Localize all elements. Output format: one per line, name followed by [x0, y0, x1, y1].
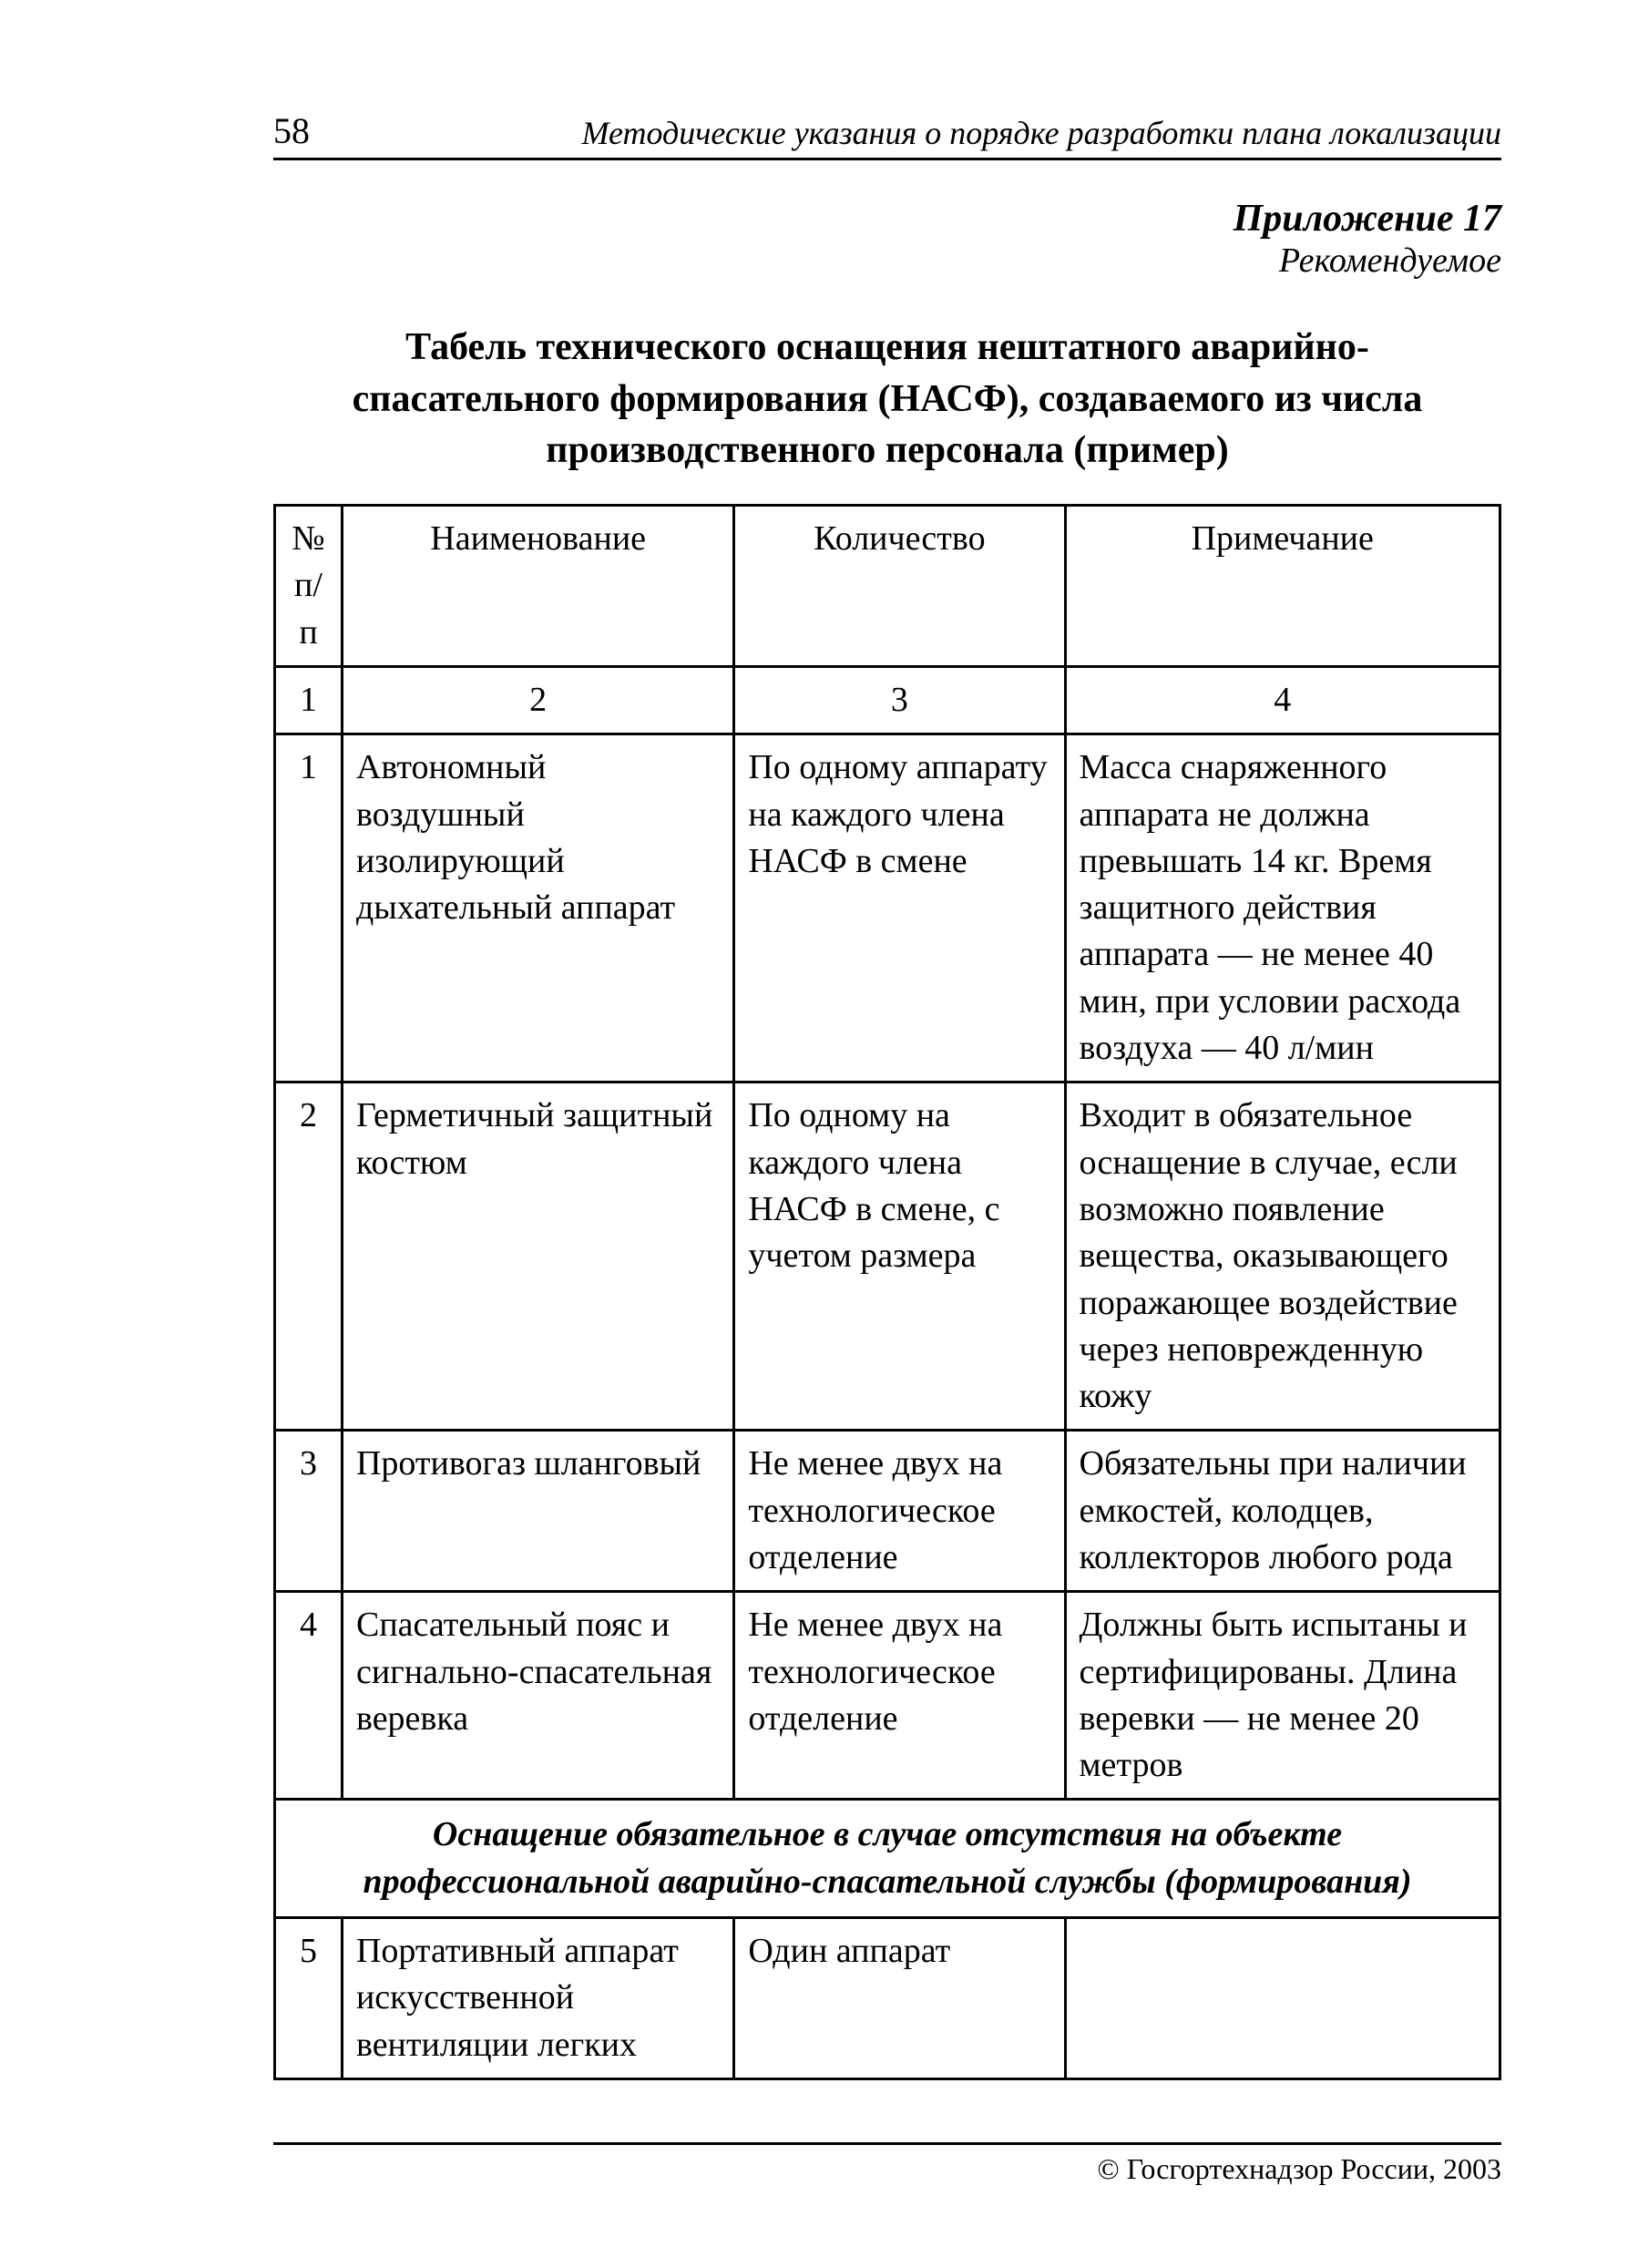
- table-row: 4 Спасательный пояс и сигнально-спасател…: [275, 1592, 1500, 1800]
- row-num: 1: [275, 734, 343, 1083]
- table-row: 3 Противогаз шланговый Не менее двух на …: [275, 1431, 1500, 1592]
- row-qty: Не менее двух на технологическое отделен…: [734, 1431, 1065, 1592]
- row-note: Должны быть испытаны и сертифицированы. …: [1065, 1592, 1500, 1800]
- row-num: 2: [275, 1083, 343, 1431]
- row-note: Обязательны при наличии емкостей, колодц…: [1065, 1431, 1500, 1592]
- row-note: Входит в обязательное оснащение в случае…: [1065, 1083, 1500, 1431]
- row-qty: По одному аппарату на каждого члена НАСФ…: [734, 734, 1065, 1083]
- row-num: 4: [275, 1592, 343, 1800]
- header-num: № п/п: [275, 506, 343, 667]
- colnum-3: 3: [734, 666, 1065, 734]
- row-note: [1065, 1918, 1500, 2079]
- table-row: 2 Герметичный защитный костюм По одному …: [275, 1083, 1500, 1431]
- colnum-1: 1: [275, 666, 343, 734]
- header-qty: Количество: [734, 506, 1065, 667]
- page-footer: © Госгортехнадзор России, 2003: [273, 2142, 1501, 2186]
- row-qty: Один аппарат: [734, 1918, 1065, 2079]
- header-name: Наименование: [342, 506, 733, 667]
- header-title: Методические указания о порядке разработ…: [582, 114, 1501, 152]
- row-note: Масса снаряженного аппарата не должна пр…: [1065, 734, 1500, 1083]
- main-title: Табель технического оснащения нештатного…: [273, 322, 1501, 477]
- colnum-2: 2: [342, 666, 733, 734]
- row-qty: По одному на каждого члена НАСФ в смене,…: [734, 1083, 1065, 1431]
- table-colnum-row: 1 2 3 4: [275, 666, 1500, 734]
- row-name: Портативный аппарат искусственной вентил…: [342, 1918, 733, 2079]
- appendix-subtitle: Рекомендуемое: [273, 241, 1501, 281]
- page-number: 58: [273, 109, 310, 152]
- appendix-block: Приложение 17 Рекомендуемое: [273, 197, 1501, 281]
- table-header-row: № п/п Наименование Количество Примечание: [275, 506, 1500, 667]
- header-note: Примечание: [1065, 506, 1500, 667]
- row-num: 5: [275, 1918, 343, 2079]
- appendix-title: Приложение 17: [273, 197, 1501, 241]
- row-qty: Не менее двух на технологическое отделен…: [734, 1592, 1065, 1800]
- row-num: 3: [275, 1431, 343, 1592]
- table-row: 5 Портативный аппарат искусственной вент…: [275, 1918, 1500, 2079]
- row-name: Автономный воздушный изолирующий дыхател…: [342, 734, 733, 1083]
- row-name: Спасательный пояс и сигнально-спасательн…: [342, 1592, 733, 1800]
- section-title: Оснащение обязательное в случае отсутств…: [275, 1800, 1500, 1918]
- equipment-table: № п/п Наименование Количество Примечание…: [273, 504, 1501, 2080]
- page-header: 58 Методические указания о порядке разра…: [273, 109, 1501, 160]
- footer-text: © Госгортехнадзор России, 2003: [1097, 2152, 1501, 2185]
- row-name: Герметичный защитный костюм: [342, 1083, 733, 1431]
- colnum-4: 4: [1065, 666, 1500, 734]
- section-row: Оснащение обязательное в случае отсутств…: [275, 1800, 1500, 1918]
- row-name: Противогаз шланговый: [342, 1431, 733, 1592]
- table-row: 1 Автономный воздушный изолирующий дыхат…: [275, 734, 1500, 1083]
